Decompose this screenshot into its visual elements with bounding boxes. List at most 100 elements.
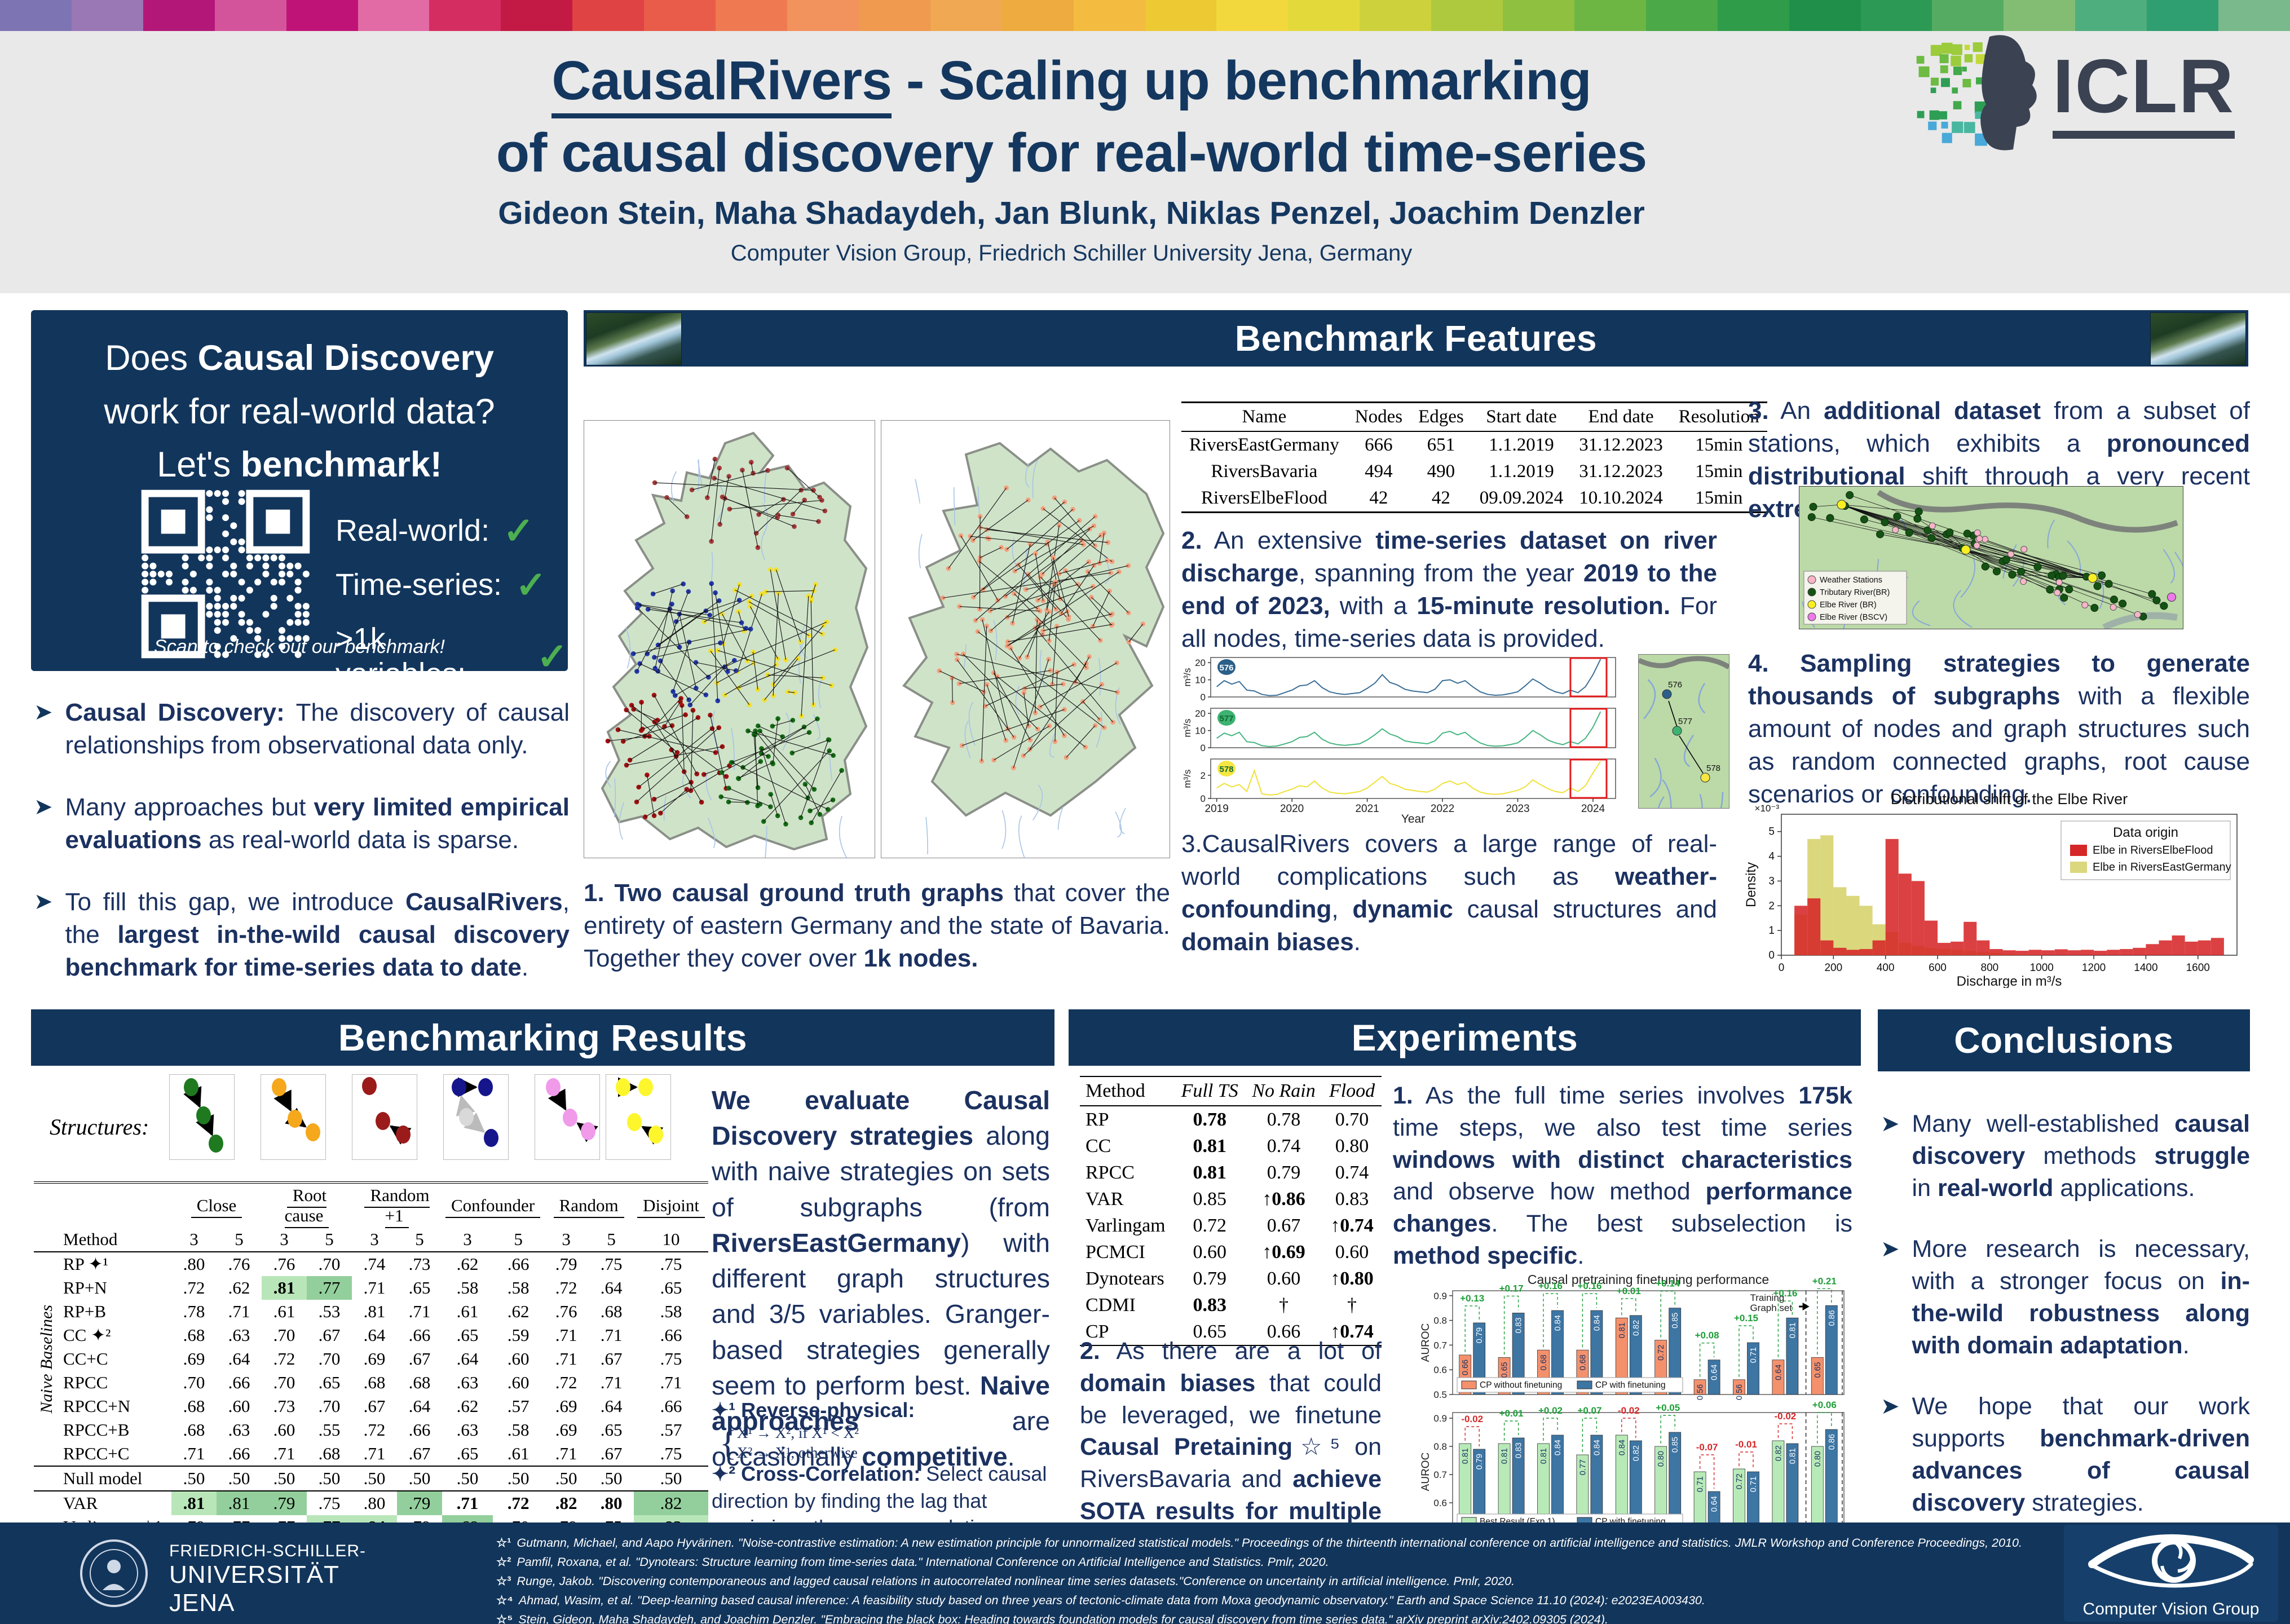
tributary-node	[1981, 562, 1989, 571]
qr-module	[238, 594, 245, 602]
station-node	[979, 758, 985, 764]
table-cell: 31.12.2023	[1579, 461, 1663, 482]
qr-module	[254, 635, 262, 642]
causal-edge	[773, 718, 779, 764]
ts-ytick: 20	[1195, 657, 1206, 668]
qr-module	[206, 603, 213, 610]
station-node	[1091, 523, 1097, 528]
causal-edge	[655, 590, 673, 669]
station-node	[798, 815, 804, 820]
river-line	[2174, 551, 2183, 567]
table-cell: .71	[183, 1444, 205, 1463]
table-cell: .66	[228, 1444, 250, 1463]
tributary-node	[2119, 599, 2127, 608]
question-line: work for real-world data?	[48, 385, 551, 439]
station-node	[958, 533, 964, 539]
causal-edge	[724, 664, 776, 695]
table-cell: .77	[307, 1276, 352, 1300]
station-node	[783, 657, 788, 663]
qr-module	[222, 619, 229, 626]
ts-ytick: 20	[1195, 708, 1206, 719]
causal-edge	[1054, 672, 1058, 742]
text-segment: pronounced distributional	[1748, 430, 2250, 491]
stripe-segment	[2075, 0, 2147, 31]
table-cell: .70	[318, 1396, 341, 1416]
station-node	[775, 515, 780, 520]
qr-module	[254, 651, 262, 658]
causal-edge	[679, 614, 696, 689]
qr-finder	[141, 489, 205, 554]
hist-bar	[1898, 873, 1912, 955]
qr-module	[262, 571, 270, 577]
causal-edge	[973, 509, 1073, 598]
causal-edge	[755, 730, 809, 798]
title-causalrivers: CausalRivers	[551, 50, 892, 118]
station-node	[652, 655, 657, 660]
structure-edge	[548, 1088, 567, 1111]
land-shape	[601, 431, 869, 851]
experiments-table-wrap: Method Full TS No Rain Flood RP 0.78 0.78 0.70 C…	[1080, 1076, 1382, 1346]
legend-label: CP without finetuning	[1480, 1380, 1562, 1390]
causal-edge	[738, 649, 835, 689]
qr-module	[238, 611, 245, 618]
delta-label: -0.01	[1735, 1439, 1757, 1450]
stripe-segment	[1360, 0, 1432, 31]
qr-module	[246, 627, 253, 634]
causal-edge	[1075, 656, 1090, 683]
results-summary: We evaluate Causal Discovery strategies …	[712, 1083, 1050, 1475]
causal-edge	[1024, 683, 1064, 689]
tributary-node	[2059, 571, 2067, 580]
table-row: Varlingam 0.72 0.67 ↑0.74	[1080, 1212, 1382, 1239]
text-segment: are occasionally	[712, 1406, 1050, 1472]
causal-edge	[1040, 663, 1117, 708]
table-cell: .65	[408, 1278, 431, 1298]
causal-edge	[1091, 597, 1111, 616]
node-badge-label: 577	[1219, 714, 1233, 723]
x-tick: 1000	[2030, 962, 2054, 974]
causal-edge	[1006, 501, 1065, 550]
station-node	[690, 708, 696, 713]
hist-bar	[2107, 950, 2120, 955]
qr-module	[254, 627, 262, 634]
qr-module	[302, 635, 310, 642]
tributary-node	[1876, 530, 1885, 539]
hist-bar	[1807, 898, 1821, 955]
table-cell: .71	[600, 1325, 623, 1345]
text-segment: performance changes	[1393, 1178, 1852, 1237]
tributary-node	[2152, 596, 2161, 604]
river-line	[1012, 537, 1020, 571]
station-node	[1108, 570, 1114, 576]
station-node	[1105, 558, 1110, 563]
structure-node	[376, 1112, 390, 1130]
delta-label: -0.02	[1461, 1414, 1483, 1424]
text-segment: CausalRivers	[405, 888, 563, 916]
stripe-segment	[0, 0, 72, 31]
qr-module	[302, 611, 310, 618]
causal-edge	[633, 628, 751, 654]
table-cell: .50	[363, 1468, 386, 1488]
causal-edge	[631, 705, 727, 777]
stripe-segment	[1789, 0, 1861, 31]
delta-label: +0.02	[1538, 1405, 1563, 1416]
hist-bar	[2210, 938, 2224, 955]
station-node	[765, 468, 770, 473]
y-tick: 2	[1768, 900, 1775, 912]
table-row: RiversEastGermany 666 651 1.1.2019 31.12.202…	[1181, 431, 1767, 458]
station-node	[726, 785, 731, 791]
column-header: 3	[280, 1229, 289, 1249]
stripe-segment	[930, 0, 1002, 31]
tributary-node	[1881, 518, 1889, 527]
causal-edge	[1008, 624, 1113, 642]
delta-label: -0.07	[1696, 1442, 1718, 1453]
station-node	[831, 753, 836, 758]
conclusions-header: Conclusions	[1878, 1009, 2250, 1071]
causal-edge	[1841, 504, 2087, 577]
river-line	[1015, 685, 1020, 715]
qr-module	[222, 651, 229, 658]
station-node	[1110, 611, 1115, 617]
iclr-pixel	[1953, 67, 1962, 76]
causal-edge	[637, 607, 709, 678]
table-cell: .78	[183, 1301, 205, 1321]
station-node	[726, 474, 731, 479]
causal-edge	[636, 604, 673, 672]
